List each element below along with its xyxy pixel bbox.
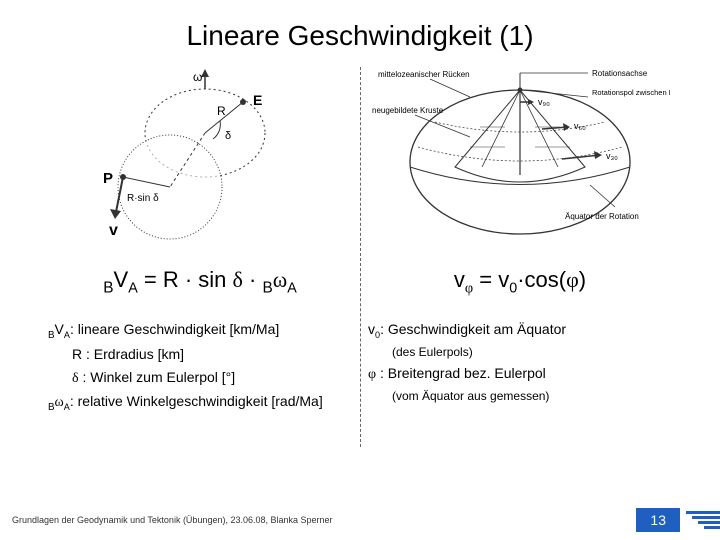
def-delta: δ : Winkel zum Eulerpol [°] [48,367,352,390]
footer: Grundlagen der Geodynamik und Tektonik (… [12,508,720,532]
label-v60: v₆₀ [574,121,586,131]
decorative-bars [686,511,720,529]
def-phi-note: (vom Äquator aus gemessen) [368,387,672,406]
label-v30: v₃₀ [606,151,618,161]
page-indicator: 13 [636,508,720,532]
column-divider [360,67,361,447]
page-number: 13 [636,508,680,532]
right-diagram: Rotationsachse mittelozeanischer Rücken … [368,67,672,247]
label-achse: Rotationsachse [592,69,648,78]
def-R: R : Erdradius [km] [48,344,352,366]
content-columns: ω E R δ P R·sin δ [40,67,680,416]
label-omega: ω [193,70,202,84]
page-title: Lineare Geschwindigkeit (1) [40,20,680,52]
label-v90: v₉₀ [538,97,550,107]
label-R: R [217,104,226,118]
label-P: P [103,170,113,187]
label-ruecken: mittelozeanischer Rücken [378,70,470,79]
def-bwa: BωA: relative Winkelgeschwindigkeit [rad… [48,391,352,415]
label-kruste: neugebildete Kruste [372,106,444,115]
def-bva: BVA: lineare Geschwindigkeit [km/Ma] [48,319,352,343]
left-formula: BVA = R · sin δ · BωA [48,267,352,297]
label-pol: Rotationspol zwischen Platte A und B [592,88,670,97]
left-definitions: BVA: lineare Geschwindigkeit [km/Ma] R :… [48,319,352,414]
right-formula: vφ = v0·cos(φ) [368,267,672,297]
label-Rsind: R·sin δ [127,193,159,204]
label-delta: δ [225,130,231,142]
label-equator: Äquator der Rotation [565,212,639,221]
left-column: ω E R δ P R·sin δ [40,67,360,416]
def-v0: v0: Geschwindigkeit am Äquator [368,319,672,342]
right-definitions: v0: Geschwindigkeit am Äquator (des Eule… [368,319,672,405]
footer-text: Grundlagen der Geodynamik und Tektonik (… [12,515,333,525]
def-v0-note: (des Eulerpols) [368,343,672,362]
label-E: E [253,92,262,108]
left-diagram: ω E R δ P R·sin δ [48,67,352,247]
right-column: Rotationsachse mittelozeanischer Rücken … [360,67,680,416]
label-v: v [109,222,118,239]
def-phi: φ : Breitengrad bez. Eulerpol [368,363,672,386]
